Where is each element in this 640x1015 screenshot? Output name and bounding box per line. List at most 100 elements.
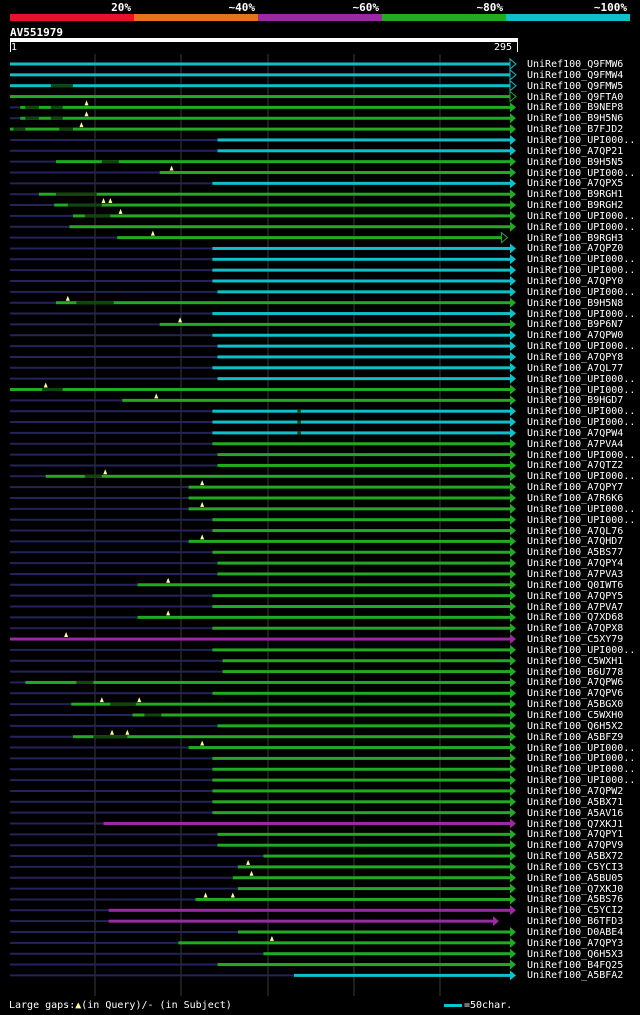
hit-label[interactable]: UniRef100_A7QTZ2 xyxy=(527,460,624,472)
hit-label[interactable]: UniRef100_A7QPY0 xyxy=(527,276,624,287)
hit-label[interactable]: UniRef100_C5YCI2 xyxy=(527,905,624,917)
hit-label[interactable]: UniRef100_B9H5N5 xyxy=(527,156,624,168)
hit-bar xyxy=(237,930,510,934)
hit-label[interactable]: UniRef100_A5BS76 xyxy=(527,894,624,906)
hit-label[interactable]: UniRef100_UPI000.. xyxy=(527,753,636,765)
hit-label[interactable]: UniRef100_UPI000.. xyxy=(527,775,636,787)
legend-segment xyxy=(506,14,630,21)
hit-label[interactable]: UniRef100_A5AV16 xyxy=(527,807,624,819)
hit-label[interactable]: UniRef100_A7QPW0 xyxy=(527,330,624,342)
hit-bar xyxy=(212,626,510,630)
hit-end-arrow xyxy=(510,807,516,818)
hit-label[interactable]: UniRef100_A7QPX8 xyxy=(527,623,624,635)
hit-label[interactable]: UniRef100_A5BX71 xyxy=(527,796,624,808)
hit-end-arrow xyxy=(510,612,516,623)
hit-bar xyxy=(212,648,510,652)
hit-label[interactable]: UniRef100_B9RGH3 xyxy=(527,232,624,244)
hit-label[interactable]: UniRef100_A5BS77 xyxy=(527,547,624,559)
hit-label[interactable]: UniRef100_B9RGH1 xyxy=(527,189,624,201)
hit-label[interactable]: UniRef100_A7QL76 xyxy=(527,525,624,537)
hit-label[interactable]: UniRef100_Q9FMW6 xyxy=(527,59,624,70)
hit-label[interactable]: UniRef100_A7PVA4 xyxy=(527,438,624,450)
hit-label[interactable]: UniRef100_B4FQ25 xyxy=(527,959,624,971)
hit-bar xyxy=(122,398,510,402)
hit-label[interactable]: UniRef100_Q7XD68 xyxy=(527,612,624,624)
hit-label[interactable]: UniRef100_UPI000.. xyxy=(527,644,636,656)
hit-label[interactable]: UniRef100_A7QPV9 xyxy=(527,840,624,852)
hit-label[interactable]: UniRef100_Q6H5X2 xyxy=(527,720,624,732)
hit-label[interactable]: UniRef100_B6U778 xyxy=(527,666,624,678)
hit-label[interactable]: UniRef100_A7QPW6 xyxy=(527,677,624,689)
hit-label[interactable]: UniRef100_UPI000.. xyxy=(527,134,636,146)
hit-label[interactable]: UniRef100_B9H5N6 xyxy=(527,113,624,125)
hit-label[interactable]: UniRef100_UPI000.. xyxy=(527,221,636,233)
hit-label[interactable]: UniRef100_Q7XKJ1 xyxy=(527,818,624,830)
hit-label[interactable]: UniRef100_A5BU05 xyxy=(527,872,624,884)
hit-label[interactable]: UniRef100_A7QPY3 xyxy=(527,937,624,949)
hit-label[interactable]: UniRef100_B9P6N7 xyxy=(527,319,624,331)
hit-label[interactable]: UniRef100_A7QPV6 xyxy=(527,688,624,700)
hit-label[interactable]: UniRef100_B9NEP8 xyxy=(527,102,624,114)
hit-end-arrow xyxy=(510,688,516,699)
hit-label[interactable]: UniRef100_B7FJD2 xyxy=(527,124,624,136)
hit-label[interactable]: UniRef100_UPI000.. xyxy=(527,373,636,385)
hit-label[interactable]: UniRef100_A5BX72 xyxy=(527,851,624,863)
hit-label[interactable]: UniRef100_UPI000.. xyxy=(527,503,636,515)
hit-label[interactable]: UniRef100_Q9FMW5 xyxy=(527,80,624,92)
hit-label[interactable]: UniRef100_A7PVA3 xyxy=(527,568,624,580)
hit-label[interactable]: UniRef100_A7QPW2 xyxy=(527,785,624,797)
hit-label[interactable]: UniRef100_Q7XKJ0 xyxy=(527,883,624,895)
hit-label[interactable]: UniRef100_B9H5N8 xyxy=(527,297,624,309)
hit-label[interactable]: UniRef100_UPI000.. xyxy=(527,286,636,298)
hit-label[interactable]: UniRef100_Q9FTA0 xyxy=(527,91,624,103)
hit-label[interactable]: UniRef100_C5YCI3 xyxy=(527,861,624,873)
hit-label[interactable]: UniRef100_UPI000.. xyxy=(527,384,636,396)
hit-label[interactable]: UniRef100_C5WXH1 xyxy=(527,655,624,667)
hit-label[interactable]: UniRef100_Q9FMW4 xyxy=(527,69,624,81)
hit-label[interactable]: UniRef100_UPI000.. xyxy=(527,471,636,483)
hit-label[interactable]: UniRef100_A7QPY8 xyxy=(527,351,624,363)
hit-label[interactable]: UniRef100_A7QP21 xyxy=(527,145,624,157)
hit-label[interactable]: UniRef100_A7QPW4 xyxy=(527,427,624,439)
hit-label[interactable]: UniRef100_A5BFA2 xyxy=(527,970,624,982)
hit-label[interactable]: UniRef100_UPI000.. xyxy=(527,417,636,429)
hit-label[interactable]: UniRef100_A7QL77 xyxy=(527,362,624,374)
hit-label[interactable]: UniRef100_A7QPZ0 xyxy=(527,243,624,255)
hit-label[interactable]: UniRef100_D0ABE4 xyxy=(527,927,624,938)
hit-label[interactable]: UniRef100_UPI000.. xyxy=(527,764,636,776)
hit-label[interactable]: UniRef100_UPI000.. xyxy=(527,449,636,461)
hit-label[interactable]: UniRef100_UPI000.. xyxy=(527,167,636,179)
hit-label[interactable]: UniRef100_UPI000.. xyxy=(527,514,636,526)
hit-end-arrow xyxy=(510,568,516,579)
hit-label[interactable]: UniRef100_UPI000.. xyxy=(527,406,636,418)
hit-label[interactable]: UniRef100_A7QPY5 xyxy=(527,590,624,602)
hit-label[interactable]: UniRef100_UPI000.. xyxy=(527,341,636,353)
hit-label[interactable]: UniRef100_A5BFZ9 xyxy=(527,731,624,743)
hit-label[interactable]: UniRef100_UPI000.. xyxy=(527,742,636,754)
hit-label[interactable]: UniRef100_B6TFD3 xyxy=(527,916,624,928)
hit-label[interactable]: UniRef100_A7PVA7 xyxy=(527,601,624,613)
hit-label[interactable]: UniRef100_UPI000.. xyxy=(527,254,636,266)
hit-label[interactable]: UniRef100_UPI000.. xyxy=(527,265,636,277)
hit-label[interactable]: UniRef100_B9HGD7 xyxy=(527,395,624,407)
hit-bar xyxy=(108,908,510,912)
hit-label[interactable]: UniRef100_C5XY79 xyxy=(527,634,624,646)
hit-label[interactable]: UniRef100_A7QPY7 xyxy=(527,482,624,494)
hit-label[interactable]: UniRef100_A7QPY4 xyxy=(527,558,624,570)
hit-label[interactable]: UniRef100_A5BGX0 xyxy=(527,699,624,711)
hit-label[interactable]: UniRef100_C5WXH0 xyxy=(527,710,624,721)
hit-bar xyxy=(294,973,510,977)
hit-label[interactable]: UniRef100_A7R6K6 xyxy=(527,493,624,504)
hit-label[interactable]: UniRef100_UPI000.. xyxy=(527,210,636,222)
hit-end-arrow xyxy=(510,655,516,666)
hit-label[interactable]: UniRef100_A7QHD7 xyxy=(527,536,624,548)
query-gap-marker xyxy=(154,393,159,399)
hit-label[interactable]: UniRef100_Q0IWT6 xyxy=(527,579,624,591)
hit-label[interactable]: UniRef100_B9RGH2 xyxy=(527,200,624,212)
hit-label[interactable]: UniRef100_Q6H5X3 xyxy=(527,948,624,960)
hit-label[interactable]: UniRef100_A7QPX5 xyxy=(527,178,624,190)
hit-label[interactable]: UniRef100_A7QPY1 xyxy=(527,829,624,841)
query-gap-label: (in Query)/ xyxy=(81,1000,148,1011)
hit-label[interactable]: UniRef100_UPI000.. xyxy=(527,308,636,320)
